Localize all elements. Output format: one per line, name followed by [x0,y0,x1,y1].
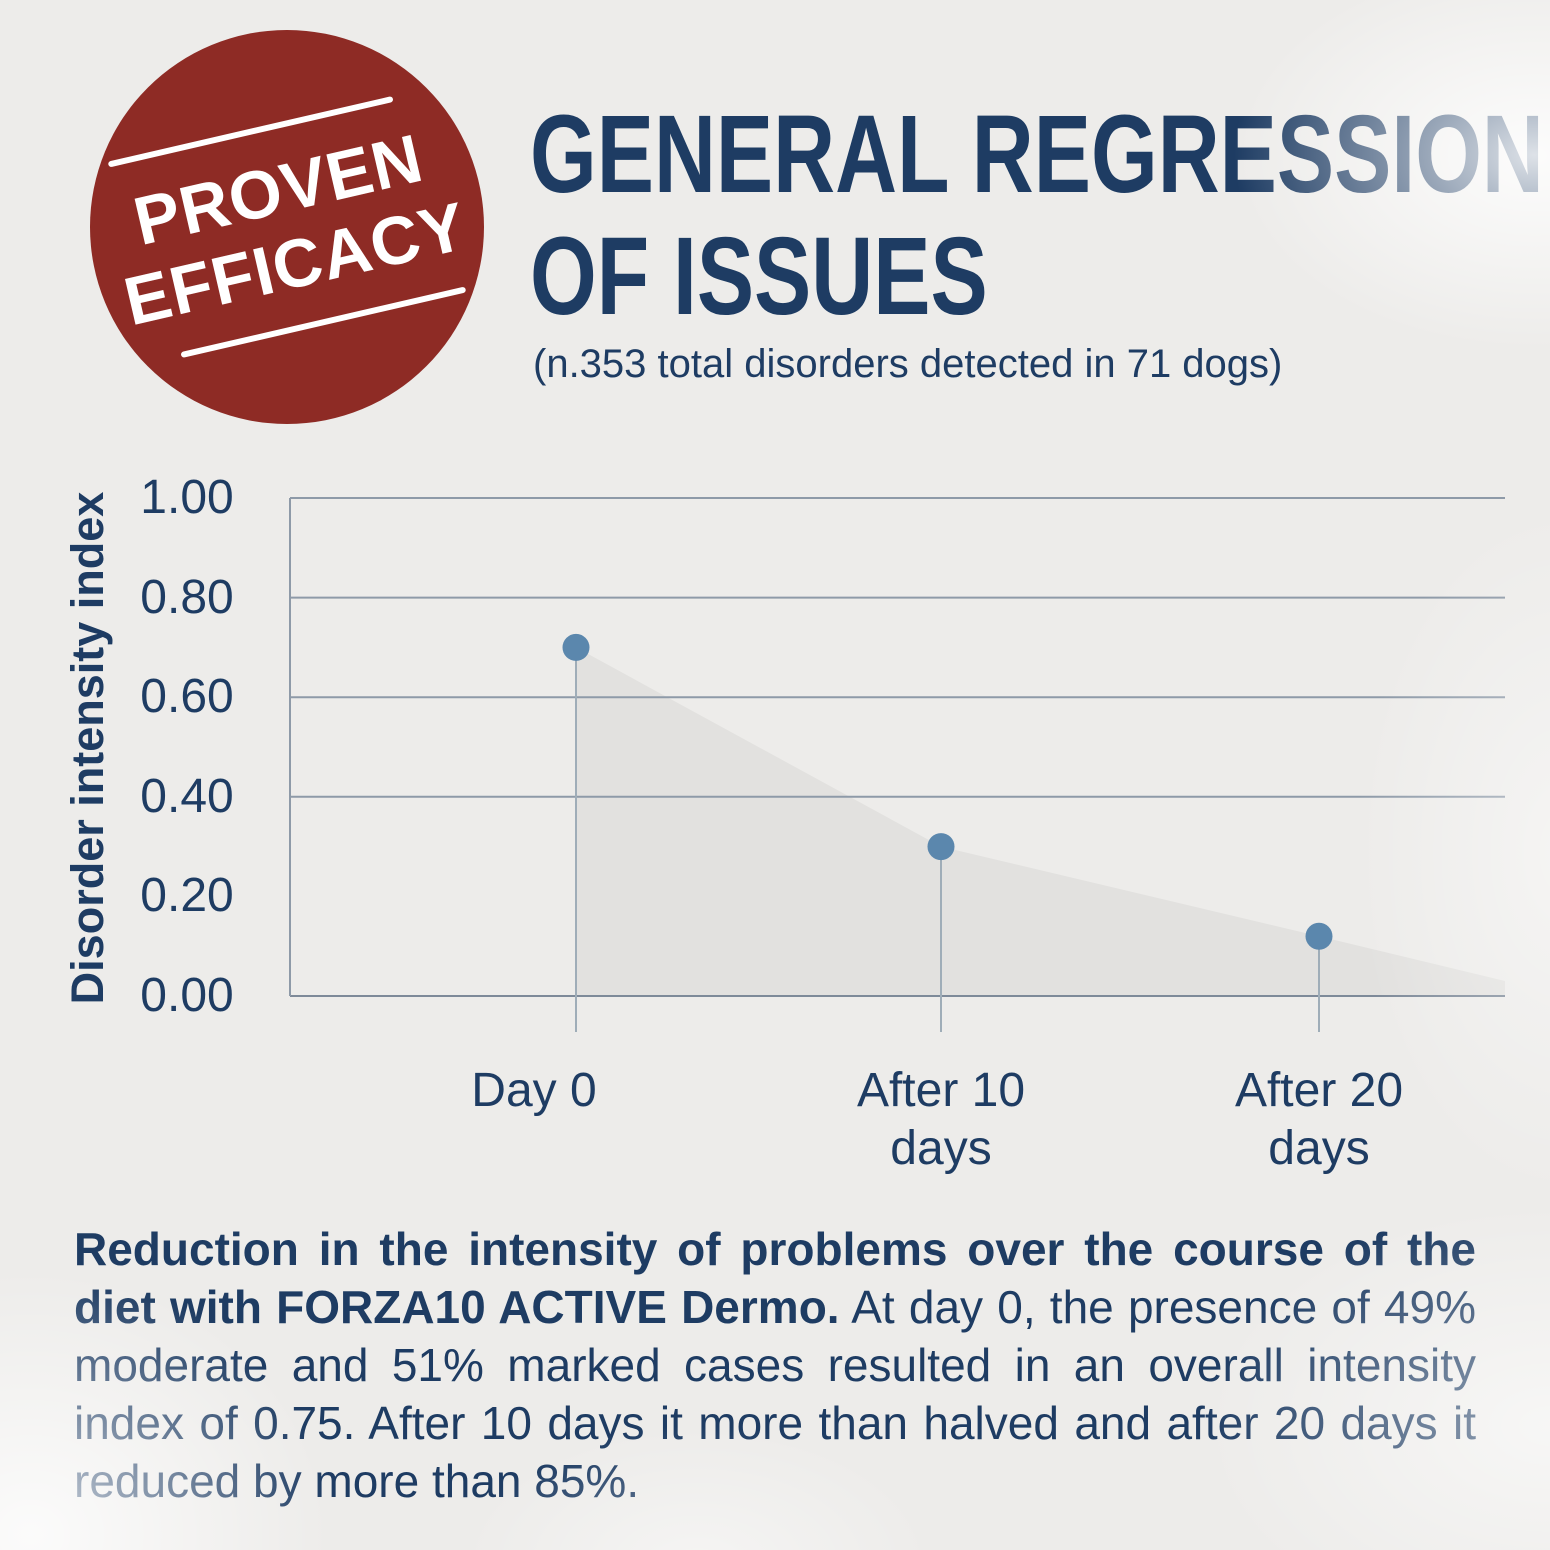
x-tick-label: After 20 days [1149,1062,1489,1178]
y-tick-label: 0.20 [140,869,234,923]
y-tick-label: 0.60 [140,670,234,724]
proven-efficacy-badge: PROVEN EFFICACY [90,30,484,424]
x-tick-label-line: days [1268,1122,1370,1175]
data-point [562,633,590,661]
x-tick-label-line: After 10 [856,1064,1026,1117]
y-tick-label: 0.00 [140,969,234,1022]
data-point [927,833,955,861]
x-tick-label-line: After 20 [1234,1064,1404,1117]
x-tick-label: After 10 days [771,1062,1111,1178]
x-tick-label-line: Day 0 [471,1064,597,1117]
page-title-line-2: OF ISSUES [530,215,988,338]
chart-subtitle: (n.353 total disorders detected in 71 do… [533,342,1283,386]
caption: Reduction in the intensity of problems o… [74,1220,1476,1510]
x-tick-label-line: days [890,1122,992,1175]
y-tick-label: 1.00 [140,471,234,524]
caption-bold-text: Reduction in the intensity of problems o… [74,1223,1476,1333]
y-tick-label: 0.80 [140,570,234,624]
x-tick-label: Day 0 [364,1062,704,1120]
y-tick-label: 0.40 [140,769,234,823]
page-title-line-1: GENERAL REGRESSION [530,93,1544,216]
data-point [1305,922,1333,950]
caption-regular-text: At day 0, the presence of 49% moderate a… [74,1281,1476,1507]
page-title: GENERAL REGRESSION OF ISSUES [530,94,1550,338]
area-fill [576,647,1505,996]
